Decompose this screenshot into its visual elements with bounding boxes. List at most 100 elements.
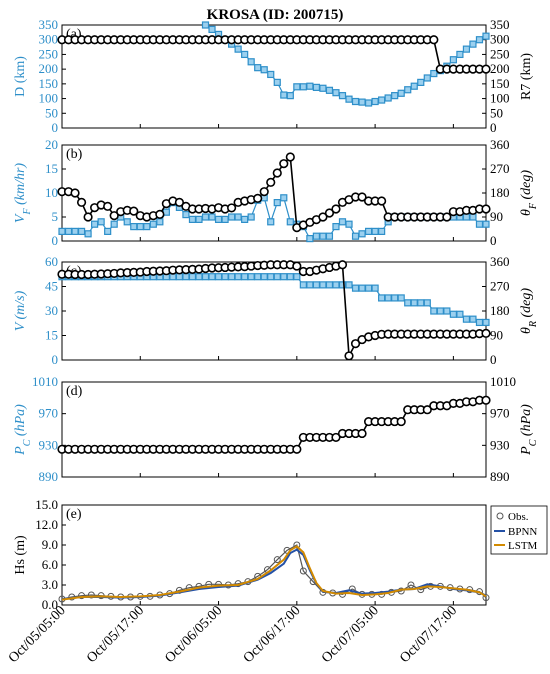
- y-left-tick-label: 0: [52, 352, 59, 367]
- data-point-circle: [331, 204, 341, 214]
- data-point-square: [319, 84, 327, 92]
- data-point-square: [247, 58, 255, 66]
- data-point-square: [241, 215, 249, 223]
- data-point-obs: [407, 581, 415, 589]
- data-point-square: [430, 307, 438, 315]
- data-point-circle: [83, 212, 93, 222]
- data-point-square: [417, 299, 425, 307]
- y-left-tick-label: 0: [52, 120, 59, 135]
- data-point-square: [273, 273, 281, 281]
- data-point-square: [449, 56, 457, 64]
- data-point-square: [469, 40, 477, 48]
- data-point-square: [384, 294, 392, 302]
- data-point-square: [378, 227, 386, 235]
- data-point-circle: [481, 204, 491, 214]
- data-point-square: [188, 273, 197, 281]
- data-point-square: [201, 213, 210, 221]
- y-right-tick-label: 360: [490, 137, 510, 152]
- y-left-tick-label: 45: [45, 279, 58, 294]
- data-point-obs: [293, 541, 301, 549]
- data-point-circle: [272, 168, 282, 178]
- y-right-tick-label: 0: [490, 120, 497, 135]
- data-point-square: [475, 220, 484, 228]
- data-point-square: [195, 215, 203, 223]
- panel-label: (d): [66, 384, 83, 399]
- data-point-square: [482, 220, 490, 228]
- x-tick-label: Oct/05/17:00: [84, 603, 147, 666]
- y-right-tick-label: 270: [490, 161, 510, 176]
- panels: (a)0501001502002503003500501001502002503…: [6, 17, 548, 666]
- figure-title: KROSA (ID: 200715): [207, 7, 344, 23]
- data-point-circle: [253, 193, 263, 203]
- data-point-square: [228, 213, 236, 221]
- data-point-square: [423, 74, 431, 82]
- y-left-tick-label: 0.0: [42, 597, 58, 612]
- x-tick-label: Oct/06/17:00: [241, 603, 304, 666]
- data-point-square: [456, 310, 464, 318]
- data-point-square: [325, 232, 334, 240]
- y-right-tick-label: 300: [490, 32, 510, 47]
- data-point-circle: [109, 211, 119, 221]
- data-point-square: [391, 92, 399, 100]
- series-line-LSTM: [61, 545, 487, 601]
- data-point-square: [130, 223, 138, 231]
- data-point-circle: [318, 212, 328, 222]
- data-point-circle: [292, 444, 302, 454]
- y-right-tick-label: 0: [490, 352, 497, 367]
- y-left-tick-label: 12.0: [35, 517, 58, 532]
- data-point-square: [247, 273, 255, 281]
- data-point-square: [325, 281, 334, 289]
- data-point-square: [182, 273, 190, 281]
- data-point-square: [436, 307, 444, 315]
- y-left-tick-label: 150: [39, 76, 59, 91]
- data-point-square: [423, 299, 431, 307]
- y-left-label: Hs (m): [13, 535, 28, 575]
- y-right-tick-label: 90: [490, 328, 503, 343]
- data-point-square: [475, 318, 484, 327]
- data-point-square: [201, 273, 210, 281]
- data-point-square: [371, 284, 379, 292]
- data-point-circle: [337, 260, 348, 270]
- data-point-square: [91, 220, 99, 228]
- data-point-circle: [174, 197, 185, 207]
- data-point-square: [312, 232, 320, 240]
- data-point-square: [221, 273, 229, 281]
- x-tick-label: Oct/06/05:00: [163, 603, 226, 666]
- data-point-square: [364, 99, 373, 107]
- data-point-circle: [129, 206, 139, 216]
- data-point-square: [273, 78, 281, 86]
- y-left-tick-label: 15: [45, 161, 58, 176]
- data-point-square: [410, 299, 418, 307]
- data-point-circle: [324, 208, 335, 218]
- data-point-square: [214, 273, 223, 281]
- data-point-square: [397, 294, 405, 302]
- data-point-square: [214, 215, 223, 223]
- data-point-square: [469, 315, 477, 323]
- data-point-circle: [350, 339, 361, 349]
- panel-label: (e): [66, 507, 82, 522]
- data-point-square: [234, 213, 242, 221]
- data-point-circle: [103, 201, 113, 211]
- y-left-label: D (km): [13, 56, 28, 97]
- data-point-square: [371, 97, 379, 106]
- y-left-tick-label: 200: [39, 61, 59, 76]
- data-point-square: [312, 281, 320, 289]
- data-point-square: [482, 32, 490, 40]
- data-point-square: [345, 281, 353, 289]
- data-point-circle: [377, 196, 387, 206]
- y-left-tick-label: 930: [39, 437, 59, 452]
- data-point-circle: [357, 192, 367, 202]
- data-point-square: [97, 218, 105, 226]
- y-left-tick-label: 1010: [32, 374, 58, 389]
- data-point-square: [332, 223, 340, 231]
- data-point-square: [84, 230, 92, 238]
- data-point-square: [254, 273, 262, 281]
- y-left-label: V (m/s): [13, 290, 28, 331]
- y-left-tick-label: 20: [45, 137, 58, 152]
- data-point-square: [332, 281, 340, 289]
- y-left-tick-label: 0: [52, 233, 59, 248]
- y-right-tick-label: 250: [490, 46, 510, 61]
- data-point-square: [404, 86, 412, 94]
